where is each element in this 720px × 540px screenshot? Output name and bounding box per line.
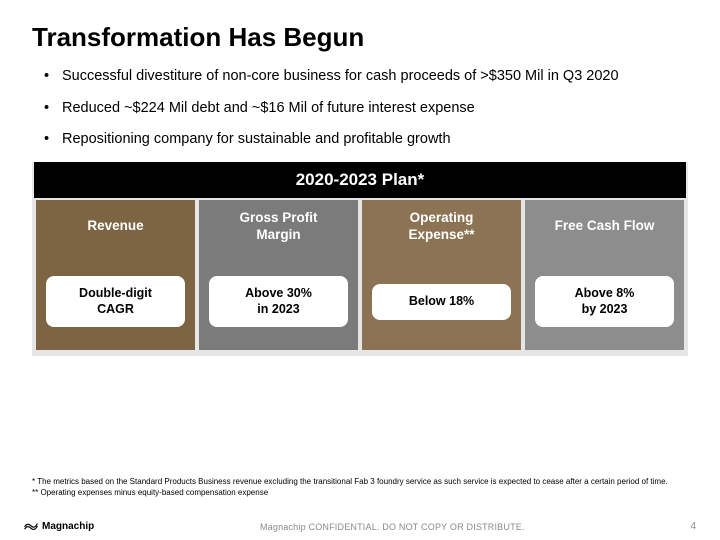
plan-card-revenue: Revenue Double-digitCAGR: [36, 200, 195, 350]
confidential-notice: Magnachip CONFIDENTIAL. DO NOT COPY OR D…: [94, 522, 690, 532]
plan-card-label: OperatingExpense**: [362, 200, 521, 254]
plan-card-fcf: Free Cash Flow Above 8%by 2023: [525, 200, 684, 350]
plan-card-label: Gross ProfitMargin: [199, 200, 358, 254]
company-logo: Magnachip: [24, 521, 94, 532]
plan-card-value: Below 18%: [372, 284, 511, 320]
bullet-item: Repositioning company for sustainable an…: [44, 130, 688, 150]
plan-card-value: Above 8%by 2023: [535, 276, 674, 327]
bullet-item: Reduced ~$224 Mil debt and ~$16 Mil of f…: [44, 99, 688, 119]
page-number: 4: [690, 521, 696, 532]
plan-card-value: Double-digitCAGR: [46, 276, 185, 327]
plan-section: 2020-2023 Plan* Revenue Double-digitCAGR…: [32, 162, 688, 356]
footnotes: * The metrics based on the Standard Prod…: [32, 477, 688, 498]
plan-header: 2020-2023 Plan*: [32, 162, 688, 198]
plan-card-label: Free Cash Flow: [525, 200, 684, 254]
plan-cards: Revenue Double-digitCAGR Gross ProfitMar…: [32, 198, 688, 356]
footnote-line: * The metrics based on the Standard Prod…: [32, 477, 688, 487]
plan-card-label: Revenue: [36, 200, 195, 254]
company-name: Magnachip: [42, 521, 94, 532]
plan-card-gross-profit: Gross ProfitMargin Above 30%in 2023: [199, 200, 358, 350]
footer: Magnachip Magnachip CONFIDENTIAL. DO NOT…: [0, 521, 720, 532]
bullet-item: Successful divestiture of non-core busin…: [44, 67, 688, 87]
footnote-line: ** Operating expenses minus equity-based…: [32, 488, 688, 498]
logo-icon: [24, 522, 38, 532]
page-title: Transformation Has Begun: [32, 22, 688, 53]
plan-card-opex: OperatingExpense** Below 18%: [362, 200, 521, 350]
plan-card-value: Above 30%in 2023: [209, 276, 348, 327]
bullet-list: Successful divestiture of non-core busin…: [32, 67, 688, 150]
